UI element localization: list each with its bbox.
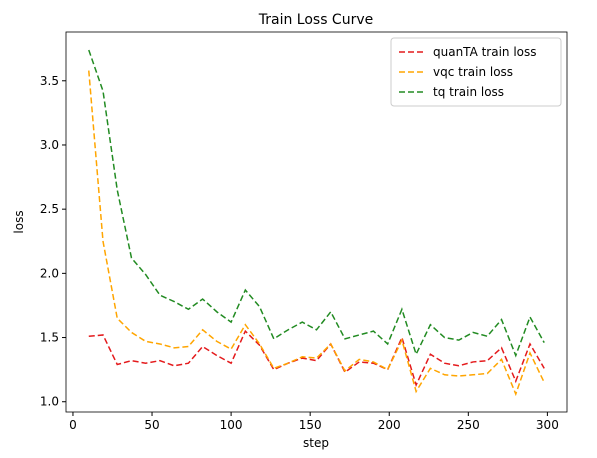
line (88, 49, 545, 358)
x-tick-label: 0 (69, 418, 77, 432)
legend-label: tq train loss (433, 85, 504, 99)
chart-title: Train Loss Curve (258, 12, 374, 28)
x-tick-label: 200 (378, 418, 401, 432)
x-tick-label: 300 (536, 418, 559, 432)
y-tick-label: 2.0 (40, 266, 59, 280)
legend-label: quanTA train loss (433, 45, 537, 59)
y-tick-label: 1.5 (40, 331, 59, 345)
y-tick-label: 3.5 (40, 74, 59, 88)
y-tick-label: 3.0 (40, 138, 59, 152)
x-tick-label: 150 (299, 418, 322, 432)
x-tick-label: 100 (220, 418, 243, 432)
x-axis-label: step (303, 436, 329, 450)
y-tick-label: 1.0 (40, 395, 59, 409)
y-axis-label: loss (12, 210, 26, 233)
line (88, 70, 545, 397)
line (88, 329, 545, 388)
y-tick-label: 2.5 (40, 202, 59, 216)
x-tick-label: 250 (457, 418, 480, 432)
plot-frame (65, 31, 568, 413)
legend-box (390, 37, 562, 107)
legend-label: vqc train loss (433, 65, 513, 79)
x-tick-label: 50 (144, 418, 159, 432)
